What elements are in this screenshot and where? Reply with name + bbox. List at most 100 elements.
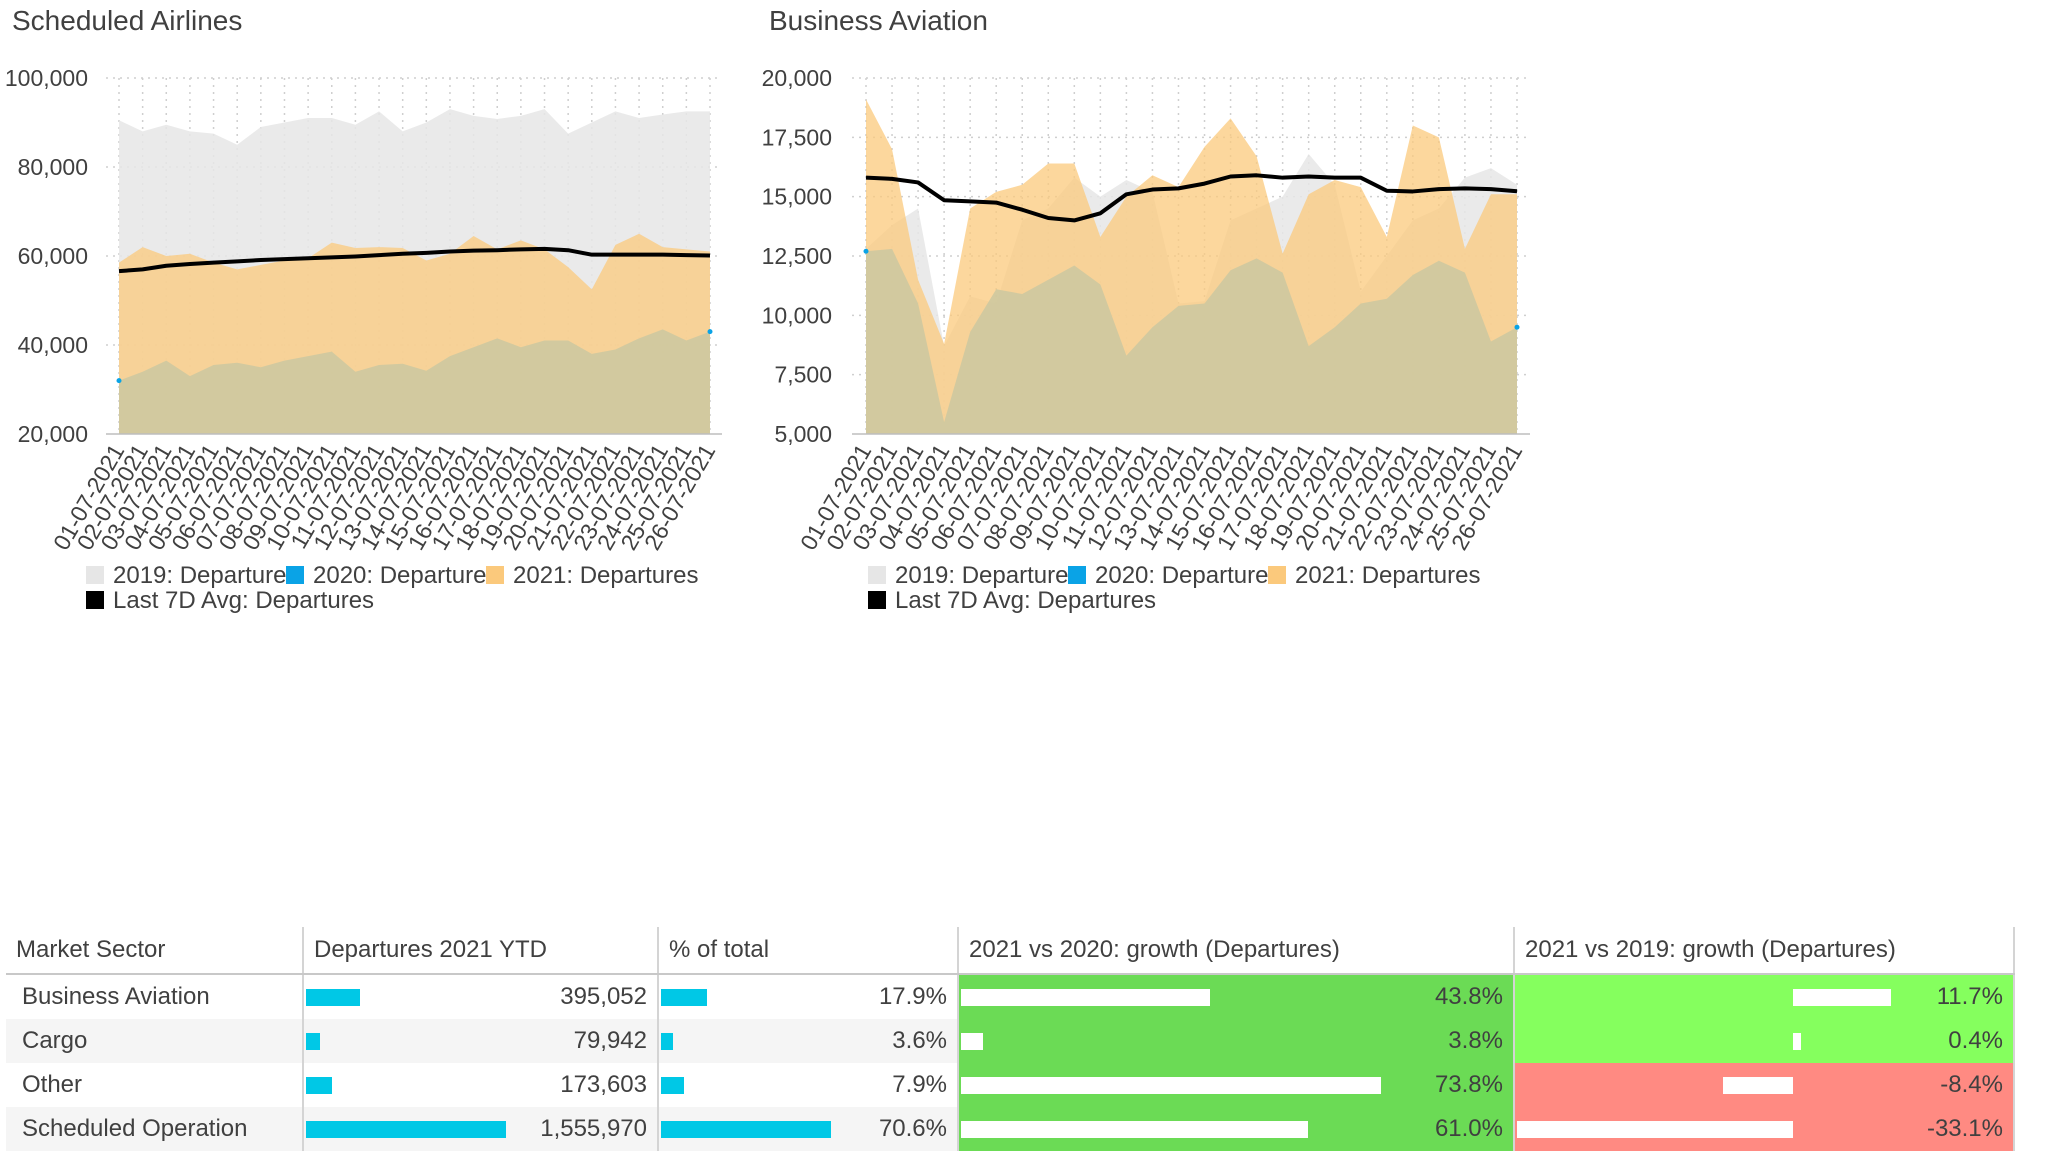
sector-cell: Business Aviation (6, 974, 304, 1019)
growth-bar (1722, 1077, 1793, 1094)
cell-value: -8.4% (1940, 1071, 2003, 1098)
ytd-cell: 395,052 (303, 974, 659, 1019)
legend-item[interactable]: 2020: Departures (286, 562, 498, 589)
y-tick-label: 10,000 (762, 302, 832, 328)
ytd-cell: 1,555,970 (303, 1107, 659, 1151)
cell-value: 70.6% (878, 1115, 947, 1142)
series-2020-point[interactable] (863, 248, 869, 254)
value-bar (661, 989, 708, 1006)
cell-value: 79,942 (573, 1027, 647, 1054)
legend-item[interactable]: 2019: Departures (868, 562, 1080, 589)
legend-label: 2021: Departures (513, 562, 698, 589)
cell-value: -33.1% (1926, 1115, 2003, 1142)
value-bar (306, 1033, 321, 1050)
legend-swatch (86, 591, 104, 609)
growth-bar (1793, 1033, 1801, 1050)
legend-item[interactable]: 2021: Departures (486, 562, 698, 589)
legend-swatch (1268, 566, 1286, 584)
table-row[interactable]: Cargo 79,942 3.6% 3.8% 0.4% (6, 1019, 2015, 1063)
cell-value: 7.9% (892, 1071, 947, 1098)
series-avg-line[interactable] (118, 246, 711, 274)
table-body: Business Aviation 395,052 17.9% 43.8% 11.7% C… (6, 974, 2015, 1151)
market-sector-table: Market Sector Departures 2021 YTD % of t… (6, 927, 2015, 1151)
growth-bar (961, 1077, 1381, 1094)
growth-2020-cell: 61.0% (958, 1107, 1515, 1151)
growth-2020-cell: 43.8% (958, 974, 1515, 1019)
series-2020-point[interactable] (1514, 324, 1520, 330)
series-2020-area[interactable] (866, 248, 1517, 434)
growth-bar (961, 1033, 983, 1050)
legend-label: 2019: Departures (113, 562, 298, 589)
header-market-sector[interactable]: Market Sector (6, 927, 304, 975)
legend-swatch (868, 591, 886, 609)
growth-2019-cell: -33.1% (1514, 1107, 2015, 1151)
growth-2019-cell: 11.7% (1514, 974, 2015, 1019)
legend-swatch (868, 566, 886, 584)
cell-value: 43.8% (1434, 983, 1503, 1010)
growth-2019-cell: 0.4% (1514, 1019, 2015, 1063)
percent-cell: 17.9% (658, 974, 959, 1019)
legend-label: Last 7D Avg: Departures (895, 587, 1156, 614)
cell-value: 395,052 (560, 983, 647, 1010)
y-tick-label: 40,000 (18, 332, 88, 358)
sector-cell: Scheduled Operation (6, 1107, 304, 1151)
value-bar (661, 1033, 674, 1050)
chart-title: Business Aviation (769, 5, 988, 36)
y-tick-label: 20,000 (18, 421, 88, 447)
y-tick-label: 100,000 (5, 65, 88, 91)
table-row[interactable]: Scheduled Operation 1,555,970 70.6% 61.0% -3… (6, 1107, 2015, 1151)
cell-value: 173,603 (560, 1071, 647, 1098)
legend-label: 2020: Departures (313, 562, 498, 589)
business-aviation-chart: Business Aviation 5,000 7,500 10,000 12,500 1… (762, 5, 1530, 614)
table-header-row: Market Sector Departures 2021 YTD % of t… (6, 927, 2015, 975)
legend-label: Last 7D Avg: Departures (113, 587, 374, 614)
percent-cell: 70.6% (658, 1107, 959, 1151)
legend-swatch (286, 566, 304, 584)
percent-cell: 3.6% (658, 1019, 959, 1063)
table-row[interactable]: Business Aviation 395,052 17.9% 43.8% 11.7% (6, 974, 2015, 1019)
y-tick-label: 20,000 (762, 65, 832, 91)
percent-cell: 7.9% (658, 1063, 959, 1107)
cell-value: 61.0% (1434, 1115, 1503, 1142)
sector-cell: Other (6, 1063, 304, 1107)
chart-group: Scheduled Airlines 20,000 40,000 60,000 80,0… (5, 5, 722, 614)
legend-item[interactable]: 2019: Departures (86, 562, 298, 589)
growth-2019-cell: -8.4% (1514, 1063, 2015, 1107)
legend-swatch (86, 566, 104, 584)
legend-item[interactable]: 2021: Departures (1268, 562, 1480, 589)
cell-value: 11.7% (1936, 983, 2003, 1010)
table-row[interactable]: Other 173,603 7.9% 73.8% -8.4% (6, 1063, 2015, 1107)
series-2020-area[interactable] (119, 329, 710, 434)
growth-2020-cell: 3.8% (958, 1019, 1515, 1063)
growth-2020-cell: 73.8% (958, 1063, 1515, 1107)
scheduled-airlines-chart: Scheduled Airlines 20,000 40,000 60,000 80,0… (5, 5, 722, 614)
y-tick-label: 80,000 (18, 154, 88, 180)
series-2020-point[interactable] (707, 329, 713, 335)
growth-bar (961, 1121, 1309, 1138)
header-growth-2020[interactable]: 2021 vs 2020: growth (Departures) (958, 927, 1515, 975)
header-growth-2019[interactable]: 2021 vs 2019: growth (Departures) (1514, 927, 2015, 975)
header-percent-total[interactable]: % of total (658, 927, 959, 975)
y-tick-label: 7,500 (774, 362, 832, 388)
growth-bar (1793, 989, 1891, 1006)
legend-item[interactable]: Last 7D Avg: Departures (86, 587, 374, 614)
cell-value: 1,555,970 (540, 1115, 647, 1142)
legend-item[interactable]: 2020: Departures (1068, 562, 1280, 589)
value-bar (306, 989, 360, 1006)
chart-group: Business Aviation 5,000 7,500 10,000 12,500 1… (762, 5, 1530, 614)
cell-value: 17.9% (878, 983, 947, 1010)
value-bar (661, 1121, 831, 1138)
legend-label: 2019: Departures (895, 562, 1080, 589)
growth-bar (961, 989, 1211, 1006)
sector-cell: Cargo (6, 1019, 304, 1063)
legend-swatch (486, 566, 504, 584)
legend-item[interactable]: Last 7D Avg: Departures (868, 587, 1156, 614)
series-2020-point[interactable] (116, 378, 122, 384)
value-bar (306, 1121, 506, 1138)
value-bar (661, 1077, 684, 1094)
ytd-cell: 173,603 (303, 1063, 659, 1107)
series-avg-line[interactable] (865, 173, 1518, 223)
cell-value: 0.4% (1948, 1027, 2003, 1054)
header-departures-ytd[interactable]: Departures 2021 YTD (303, 927, 659, 975)
